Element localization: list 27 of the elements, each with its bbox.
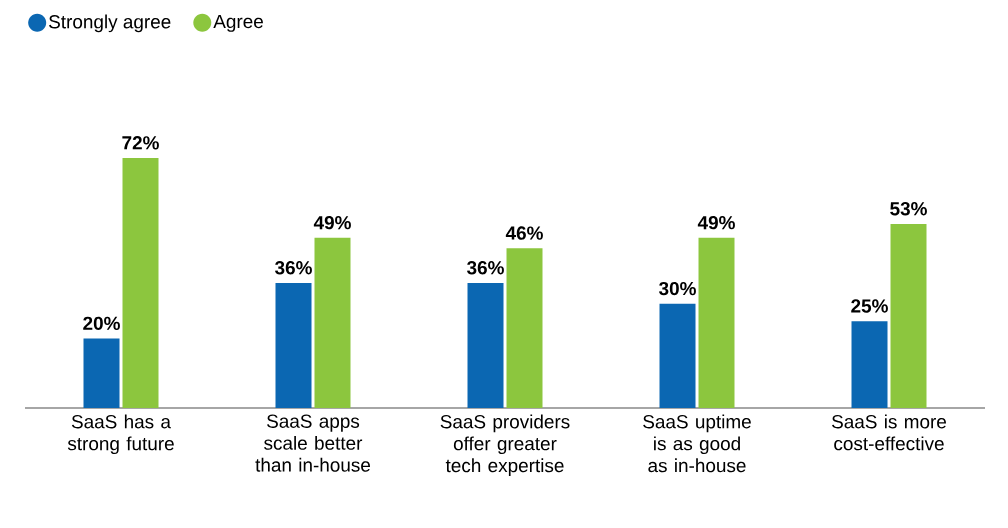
- bar: [851, 321, 888, 408]
- bar: [314, 237, 351, 408]
- data-label: 53%: [890, 202, 927, 216]
- bar: [83, 338, 120, 408]
- x-tick-label: SaaS uptime is as good as in-house: [643, 414, 751, 473]
- bar: [506, 248, 543, 408]
- data-label: 30%: [659, 281, 696, 296]
- data-label: 36%: [467, 261, 504, 275]
- bar: [698, 237, 735, 408]
- data-label: 49%: [313, 215, 351, 230]
- data-label: 46%: [505, 226, 543, 240]
- legend-label: Agree: [213, 14, 263, 32]
- bar: [467, 283, 504, 408]
- data-label: 72%: [122, 136, 159, 150]
- bar: [122, 158, 159, 408]
- data-label: 36%: [275, 261, 312, 275]
- x-tick-label: SaaS is more cost-effective: [832, 414, 946, 451]
- data-label: 25%: [851, 299, 888, 313]
- bar: [890, 223, 927, 408]
- x-tick-label: SaaS apps scale better than in-house: [255, 414, 371, 472]
- legend-label: Strongly agree: [49, 14, 171, 33]
- x-tick-label: SaaS has a strong future: [67, 414, 174, 455]
- x-tick-label: SaaS providers offer greater tech expertise: [440, 414, 570, 476]
- data-label: 49%: [697, 215, 735, 230]
- bar: [275, 283, 312, 408]
- bar: [659, 303, 696, 408]
- data-label: 20%: [83, 316, 120, 331]
